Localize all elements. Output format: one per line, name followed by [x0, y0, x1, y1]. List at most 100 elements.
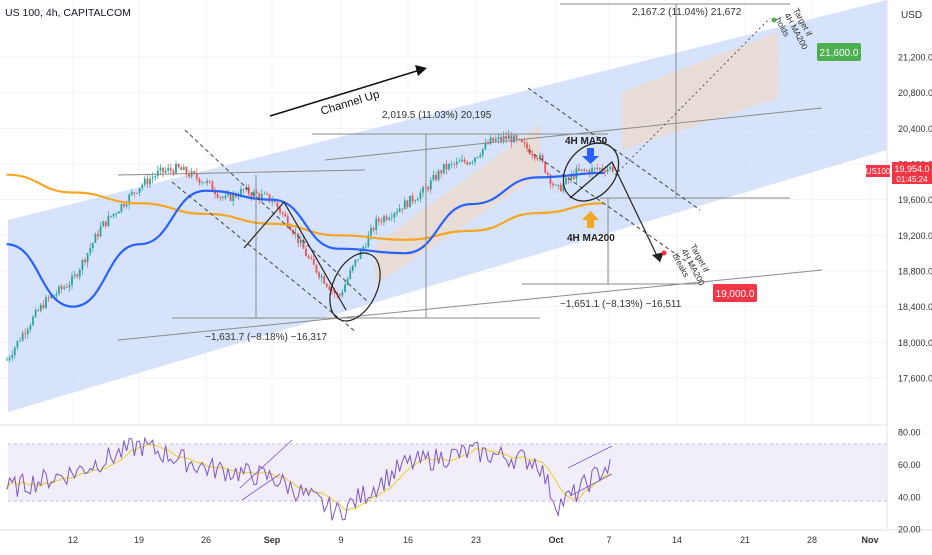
last-price-tag: 19,954.0 01:45:24 — [892, 162, 932, 184]
candle — [276, 201, 279, 210]
candle — [258, 191, 261, 205]
candle — [94, 232, 97, 244]
candle — [89, 243, 92, 257]
candle — [29, 322, 32, 333]
ma200-line — [6, 173, 605, 241]
ma50-line — [6, 171, 605, 308]
currency-label: USD — [901, 10, 922, 21]
candle — [177, 163, 180, 169]
candle — [476, 156, 479, 159]
candle — [47, 295, 50, 303]
candle — [541, 153, 544, 164]
candle — [307, 254, 310, 260]
candle — [393, 211, 396, 223]
candle — [531, 149, 534, 159]
time-tick: 26 — [201, 535, 211, 545]
time-tick: 16 — [403, 535, 413, 545]
price-tick: 19,200.0 — [898, 231, 932, 241]
candle — [297, 233, 300, 248]
candle — [468, 161, 471, 166]
candle — [375, 214, 378, 235]
candle — [455, 157, 458, 169]
rsi-tick: 40.00 — [898, 492, 921, 502]
candle — [481, 148, 484, 159]
candle — [185, 166, 188, 178]
time-tick-labels: 12 19 26 Sep 9 16 23 Oct 7 14 21 28 Nov — [68, 535, 879, 545]
candle — [169, 163, 172, 175]
time-tick: Sep — [264, 535, 281, 545]
candle — [346, 276, 349, 286]
last-price-value: 19,954.0 — [894, 164, 929, 174]
candle — [305, 245, 307, 257]
candle — [419, 188, 422, 203]
candle — [416, 196, 419, 201]
candle — [364, 242, 367, 250]
price-tick: 17,600.0 — [898, 374, 932, 384]
candle — [440, 168, 443, 178]
rsi-band — [8, 444, 887, 501]
time-tick: Oct — [548, 535, 563, 545]
candle — [8, 355, 11, 363]
candle — [578, 163, 580, 172]
candle — [461, 154, 463, 163]
candle — [84, 257, 86, 266]
price-tick: 20,800.0 — [898, 88, 932, 98]
time-tick: 23 — [471, 535, 481, 545]
candle — [492, 137, 495, 142]
candle — [141, 182, 144, 191]
candle — [149, 173, 151, 189]
candle — [453, 162, 456, 169]
candle — [611, 164, 614, 174]
candle — [536, 156, 539, 161]
candle — [162, 167, 164, 178]
arrowhead-icon — [652, 252, 664, 262]
time-tick: 19 — [134, 535, 144, 545]
candle — [591, 163, 593, 179]
candle — [354, 259, 357, 268]
target-down-dot — [661, 250, 667, 256]
candle — [450, 160, 453, 169]
orange-up-arrow-icon — [582, 211, 599, 228]
rsi-tick: 60.00 — [898, 460, 921, 470]
bar-countdown: 01:45:24 — [896, 175, 928, 184]
measure-down-2: −1,651.1 (−8.13%) −16,511 — [560, 299, 682, 310]
price-tick: 20,400.0 — [898, 124, 932, 134]
candle — [310, 254, 313, 260]
candle — [609, 165, 612, 172]
candle — [331, 288, 333, 295]
candle — [502, 131, 505, 145]
candle — [42, 299, 45, 310]
candle — [539, 152, 541, 162]
rsi-tick-labels: 80.00 60.00 40.00 20.00 — [898, 428, 921, 535]
price-axis-panel[interactable] — [887, 0, 932, 550]
measure-down-1: −1,631.7 (−8.18%) −16,317 — [205, 332, 327, 343]
candle — [552, 181, 554, 189]
candle — [349, 266, 352, 280]
time-tick: 9 — [338, 535, 343, 545]
candle — [193, 170, 196, 175]
candle — [362, 244, 365, 253]
candle — [487, 139, 489, 145]
candle — [164, 167, 167, 175]
candle — [484, 137, 487, 151]
symbol-tag: US100 — [866, 165, 891, 177]
candle — [466, 160, 469, 166]
candle — [281, 211, 284, 217]
candle — [323, 274, 326, 285]
candle — [398, 204, 401, 213]
price-tick: 18,400.0 — [898, 302, 932, 312]
candle — [214, 186, 216, 199]
candle — [341, 288, 344, 298]
candle — [526, 140, 528, 153]
candle — [206, 178, 209, 186]
candle — [479, 152, 482, 159]
candle — [442, 163, 445, 175]
candle — [554, 183, 557, 186]
candle — [344, 279, 346, 293]
candle — [271, 195, 274, 206]
candle — [383, 214, 385, 226]
candle — [182, 164, 185, 171]
candle — [68, 280, 71, 292]
candle — [388, 215, 391, 221]
